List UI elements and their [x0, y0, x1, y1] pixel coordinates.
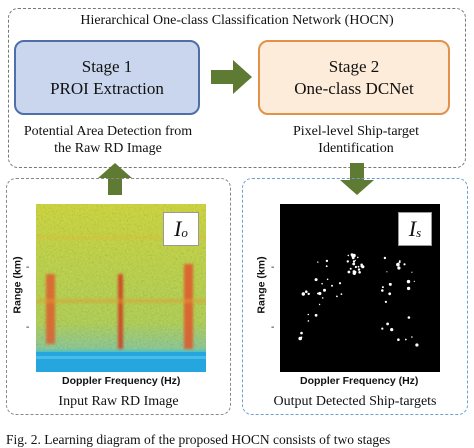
- detection-dot: [381, 286, 384, 289]
- detection-dot: [352, 262, 356, 266]
- detection-dot: [381, 327, 384, 330]
- stage1-box: Stage 1 PROI Extraction: [14, 40, 200, 115]
- hocn-network-box: [8, 8, 466, 168]
- output-panel-box: [242, 178, 468, 415]
- detection-dot: [354, 265, 357, 269]
- detection-dot: [398, 261, 401, 264]
- output-y-tick: -: [271, 262, 275, 273]
- detection-dot: [357, 265, 360, 268]
- output-badge-main: I: [408, 216, 417, 241]
- detection-dot: [301, 292, 305, 296]
- detection-dot: [349, 267, 352, 270]
- input-badge-main: I: [174, 216, 182, 241]
- stage2-subtitle: One-class DCNet: [294, 78, 414, 98]
- input-y-tick: -: [26, 262, 30, 273]
- detection-dot: [360, 264, 363, 268]
- detection-dot: [347, 254, 350, 257]
- figure-caption: Fig. 2. Learning diagram of the proposed…: [6, 432, 391, 447]
- input-badge-sub: o: [181, 225, 188, 240]
- detection-dot: [325, 265, 328, 268]
- input-y-axis-label: Range (km): [11, 256, 24, 314]
- input-caption: Input Raw RD Image: [58, 394, 179, 409]
- detection-dot: [321, 282, 323, 285]
- detection-dot: [347, 270, 351, 274]
- detection-dot: [331, 284, 333, 287]
- detection-dot: [352, 270, 356, 274]
- detection-dot: [305, 290, 308, 293]
- detection-dot: [316, 292, 319, 295]
- detection-dot: [396, 262, 400, 267]
- detection-dot: [407, 316, 411, 319]
- detection-dot: [352, 260, 356, 263]
- detection-dot: [383, 256, 387, 260]
- detection-dot: [386, 271, 388, 273]
- detection-dot: [338, 282, 342, 285]
- detection-dot: [300, 331, 303, 335]
- detection-dot: [388, 292, 392, 296]
- detection-dot: [358, 271, 361, 274]
- detection-dot: [397, 338, 400, 341]
- output-badge-sub: s: [416, 225, 422, 240]
- detection-dot: [323, 288, 326, 292]
- detection-dot: [307, 320, 310, 322]
- detection-dot: [397, 266, 401, 270]
- detection-dot: [381, 289, 384, 292]
- detection-dot: [357, 268, 361, 271]
- output-caption: Output Detected Ship-targets: [273, 394, 437, 409]
- detection-dot: [404, 338, 407, 341]
- network-title: Hierarchical One-class Classification Ne…: [80, 13, 394, 28]
- output-y-tick: -: [271, 322, 275, 333]
- detection-dot: [390, 328, 394, 332]
- stage1-title: Stage 1: [81, 56, 133, 76]
- detection-dot: [326, 278, 329, 281]
- detection-dot: [386, 322, 389, 326]
- detection-dot: [362, 266, 364, 268]
- stage1-subtitle: PROI Extraction: [50, 78, 164, 98]
- detection-dot: [314, 313, 318, 317]
- detection-dot: [403, 263, 406, 266]
- detection-dot: [318, 303, 321, 306]
- stage1-caption: Potential Area Detection from the Raw RD…: [23, 124, 193, 156]
- input-panel-box: [6, 178, 231, 415]
- up-arrow-icon: [98, 163, 132, 195]
- detection-dot: [321, 297, 324, 299]
- detection-dot: [325, 259, 329, 263]
- detection-dot: [384, 300, 387, 303]
- detection-dot: [318, 291, 322, 296]
- stage2-caption: Pixel-level Ship-target Identification: [292, 124, 420, 156]
- down-arrow-icon: [340, 163, 374, 195]
- detection-dot: [406, 286, 411, 291]
- output-y-axis-label: Range (km): [255, 256, 268, 314]
- detection-dot: [411, 271, 413, 273]
- input-y-tick: -: [26, 322, 30, 333]
- detection-dot: [351, 256, 355, 260]
- input-x-axis-label: Doppler Frequency (Hz): [62, 375, 181, 387]
- detection-dot: [388, 282, 392, 286]
- right-arrow-icon: [211, 60, 252, 94]
- detection-dot: [300, 336, 303, 339]
- detection-dot: [307, 313, 310, 316]
- detection-dot: [314, 278, 318, 282]
- detection-dot: [346, 260, 349, 263]
- detection-dot: [340, 293, 343, 295]
- detection-dot: [354, 259, 356, 261]
- detection-dot: [415, 343, 419, 347]
- stage2-box: Stage 2 One-class DCNet: [258, 40, 450, 115]
- output-x-axis-label: Doppler Frequency (Hz): [300, 375, 419, 387]
- detection-dot: [361, 263, 363, 265]
- detection-dot: [336, 295, 338, 298]
- detection-dot: [357, 256, 359, 259]
- detection-dot: [411, 336, 413, 338]
- detection-dot: [406, 279, 411, 284]
- detection-dot: [307, 292, 310, 296]
- detection-dot: [413, 280, 415, 282]
- stage2-title: Stage 2: [328, 56, 380, 76]
- detection-dot: [317, 261, 319, 263]
